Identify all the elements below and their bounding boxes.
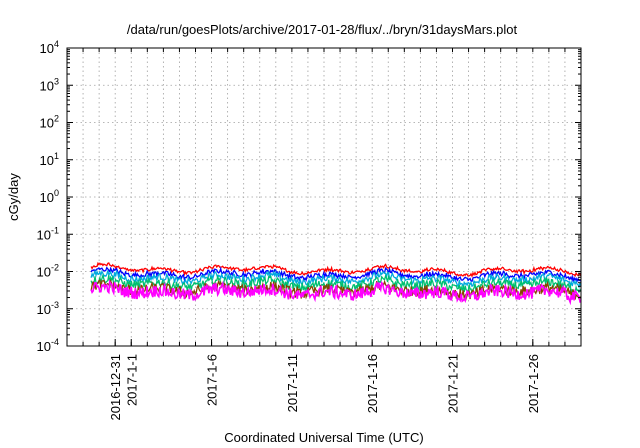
x-tick-label: 2017-1-21 — [446, 354, 461, 413]
series-line — [90, 278, 582, 301]
y-tick-label: 102 — [40, 114, 59, 131]
y-axis-label: cGy/day — [6, 173, 21, 221]
x-axis-label: Coordinated Universal Time (UTC) — [224, 430, 423, 445]
x-tick-label: 2017-1-6 — [205, 354, 220, 406]
grid — [67, 48, 581, 346]
x-tick-label: 2017-1-16 — [365, 354, 380, 413]
x-tick-label: 2016-12-31 — [108, 354, 123, 421]
series-line — [90, 273, 582, 295]
series-line — [90, 269, 582, 290]
y-tick-label: 103 — [40, 76, 59, 93]
x-tick-label: 2017-1-11 — [285, 354, 300, 412]
y-tick-label: 10-2 — [37, 263, 59, 280]
series-group — [90, 261, 582, 306]
series-line — [90, 266, 582, 283]
y-tick-label: 101 — [40, 151, 59, 168]
y-tick-label: 10-1 — [37, 225, 59, 242]
y-tick-label: 10-3 — [37, 300, 59, 317]
y-tick-label: 104 — [40, 39, 59, 56]
x-tick-label: 2017-1-1 — [124, 354, 139, 406]
axes: 10-4 10-3 10-2 10-1 100 101 102 103 104 2016-12-3… — [37, 39, 581, 421]
y-tick-label: 100 — [40, 188, 59, 205]
x-tick-label: 2017-1-26 — [526, 354, 541, 413]
series-line — [90, 278, 581, 306]
chart-title: /data/run/goesPlots/archive/2017-01-28/f… — [127, 22, 518, 37]
y-tick-label: 10-4 — [37, 337, 59, 354]
series-line — [90, 261, 582, 278]
